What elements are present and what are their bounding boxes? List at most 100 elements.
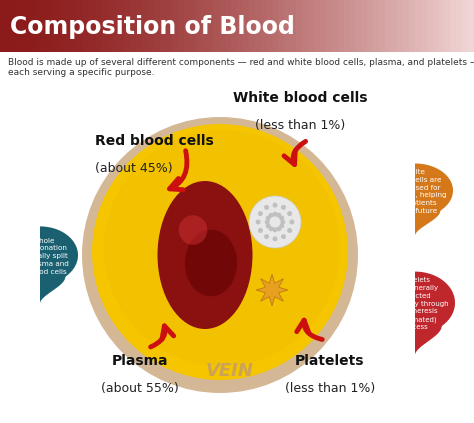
Bar [12,0,19,52]
Bar [397,0,404,52]
Bar [438,0,446,52]
Bar [249,0,256,52]
Bar [379,0,386,52]
Bar [178,0,185,52]
Circle shape [255,220,261,225]
Circle shape [273,203,277,208]
Circle shape [276,213,282,218]
Bar [302,0,309,52]
Circle shape [264,220,270,225]
Bar [290,0,297,52]
Bar [100,0,108,52]
Circle shape [273,227,277,232]
Bar [118,0,126,52]
Bar [361,0,368,52]
Bar [308,0,315,52]
Bar [0,0,7,52]
Ellipse shape [179,215,207,245]
Bar [24,0,31,52]
Circle shape [264,205,269,210]
Bar [456,0,463,52]
Bar [356,0,363,52]
Bar [59,0,66,52]
Bar [261,0,268,52]
Bar [207,0,214,52]
Circle shape [273,236,277,242]
Text: Blood is made up of several different components — red and white blood cells, pl: Blood is made up of several different co… [8,58,474,77]
Bar [41,0,48,52]
Bar [243,0,250,52]
Text: Composition of Blood: Composition of Blood [10,15,295,39]
Text: (about 55%): (about 55%) [101,382,179,395]
Bar [124,0,131,52]
Circle shape [279,216,284,221]
Bar [344,0,351,52]
Bar [337,0,345,52]
Bar [427,0,434,52]
Polygon shape [415,164,453,236]
Circle shape [92,124,348,380]
Text: White blood cells: White blood cells [233,91,367,105]
Bar [6,0,13,52]
Circle shape [273,212,277,217]
Bar [65,0,72,52]
Text: Plasma: Plasma [112,354,168,368]
Circle shape [82,117,358,393]
Bar [77,0,84,52]
Circle shape [281,234,286,239]
Circle shape [287,228,292,233]
Bar [444,0,451,52]
Bar [154,0,161,52]
Bar [142,0,149,52]
Bar [284,0,292,52]
Bar [201,0,209,52]
Bar [219,0,226,52]
Bar [190,0,197,52]
Text: Platelets
are generally
collected
separately through
an apheresis
(automated)
pr: Platelets are generally collected separa… [382,277,448,330]
Circle shape [279,223,284,228]
Circle shape [264,234,269,239]
Bar [112,0,119,52]
Circle shape [266,223,271,228]
Circle shape [258,228,263,233]
Bar [403,0,410,52]
Circle shape [276,226,282,231]
Text: White
blood cells are
often used for
research, helping
the patients
of the futur: White blood cells are often used for res… [383,169,447,214]
Text: (less than 1%): (less than 1%) [285,382,375,395]
Bar [237,0,244,52]
Bar [225,0,232,52]
Bar [89,0,96,52]
Bar [29,0,36,52]
Bar [160,0,167,52]
Bar [415,0,422,52]
Text: Red blood cells: Red blood cells [95,134,214,148]
Bar [320,0,327,52]
Bar [195,0,202,52]
Circle shape [287,211,292,216]
Bar [231,0,238,52]
Bar [420,0,428,52]
Text: VEIN: VEIN [206,362,254,380]
Circle shape [280,220,285,225]
Bar [462,0,469,52]
Circle shape [249,196,301,248]
Circle shape [104,130,340,366]
Bar [95,0,102,52]
Bar [432,0,439,52]
Bar [83,0,90,52]
Bar [278,0,285,52]
Bar [213,0,220,52]
Bar [166,0,173,52]
Bar [266,0,273,52]
Circle shape [258,211,263,216]
Circle shape [269,226,273,231]
Text: A whole
blood donation
is typically split
into plasma and
red blood cells: A whole blood donation is typically spli… [11,238,69,275]
Text: Platelets: Platelets [295,354,365,368]
Circle shape [281,205,286,210]
Bar [47,0,55,52]
Bar [296,0,303,52]
Bar [183,0,191,52]
Bar [107,0,114,52]
Bar [468,0,474,52]
Bar [136,0,143,52]
